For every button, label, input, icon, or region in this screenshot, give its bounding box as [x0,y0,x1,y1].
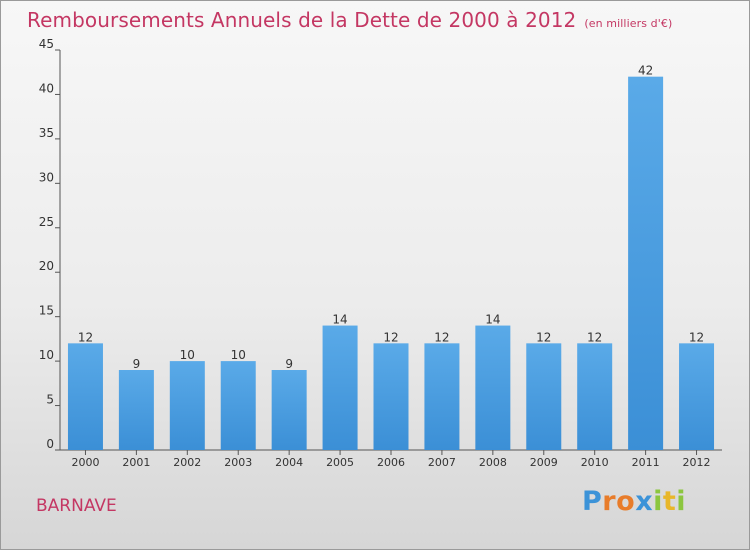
logo-letter: i [653,486,663,517]
logo-letter: i [676,486,687,517]
x-tick-label: 2011 [632,456,660,469]
commune-name: BARNAVE [36,496,117,516]
x-tick-label: 2007 [428,456,456,469]
data-label: 12 [434,330,449,344]
x-tick-label: 2002 [173,456,201,469]
bar [67,343,103,450]
data-label: 12 [587,330,602,344]
x-tick-label: 2004 [275,456,303,469]
x-tick-label: 2012 [683,456,711,469]
bar [577,343,613,450]
data-label: 12 [689,330,704,344]
y-tick-label: 30 [39,170,54,184]
x-tick-label: 2008 [479,456,507,469]
proxiti-logo: Proxiti [582,486,686,517]
logo-letter: r [602,486,617,517]
bar [118,370,154,450]
x-tick-label: 2001 [122,456,150,469]
x-tick-label: 2006 [377,456,405,469]
x-tick-label: 2003 [224,456,252,469]
y-tick-label: 35 [39,126,54,140]
data-label: 14 [485,313,500,327]
chart-title: Remboursements Annuels de la Dette de 20… [27,8,577,32]
logo-letter: t [662,486,677,517]
data-label: 14 [332,313,347,327]
bar [526,343,562,450]
y-tick-label: 5 [46,393,54,407]
data-label: 10 [231,348,246,362]
data-label: 42 [638,64,653,78]
bar [475,325,511,450]
chart-subtitle: (en milliers d'€) [584,17,673,30]
y-tick-label: 10 [39,348,54,362]
data-label: 9 [133,357,141,371]
y-tick-label: 45 [39,37,54,51]
y-tick-label: 15 [39,304,54,318]
y-tick-label: 40 [39,81,54,95]
y-tick-label: 25 [39,215,54,229]
x-tick-label: 2005 [326,456,354,469]
data-label: 12 [383,330,398,344]
bar [169,361,205,450]
data-label: 9 [285,357,293,371]
bar [628,76,664,451]
bar [322,325,358,450]
data-label: 12 [536,330,551,344]
chart-title-row: Remboursements Annuels de la Dette de 20… [27,8,672,32]
x-tick-label: 2000 [71,456,99,469]
logo-letter: x [635,486,654,517]
data-label: 12 [78,330,93,344]
bar [373,343,409,450]
y-tick-label: 20 [39,259,54,273]
bar [271,370,307,450]
bar [679,343,715,450]
bar [424,343,460,450]
y-tick-label: 0 [46,437,54,451]
x-tick-label: 2009 [530,456,558,469]
logo-letter: o [616,486,636,517]
x-tick-label: 2010 [581,456,609,469]
bar [220,361,256,450]
logo-letter: P [582,486,603,517]
data-label: 10 [180,348,195,362]
